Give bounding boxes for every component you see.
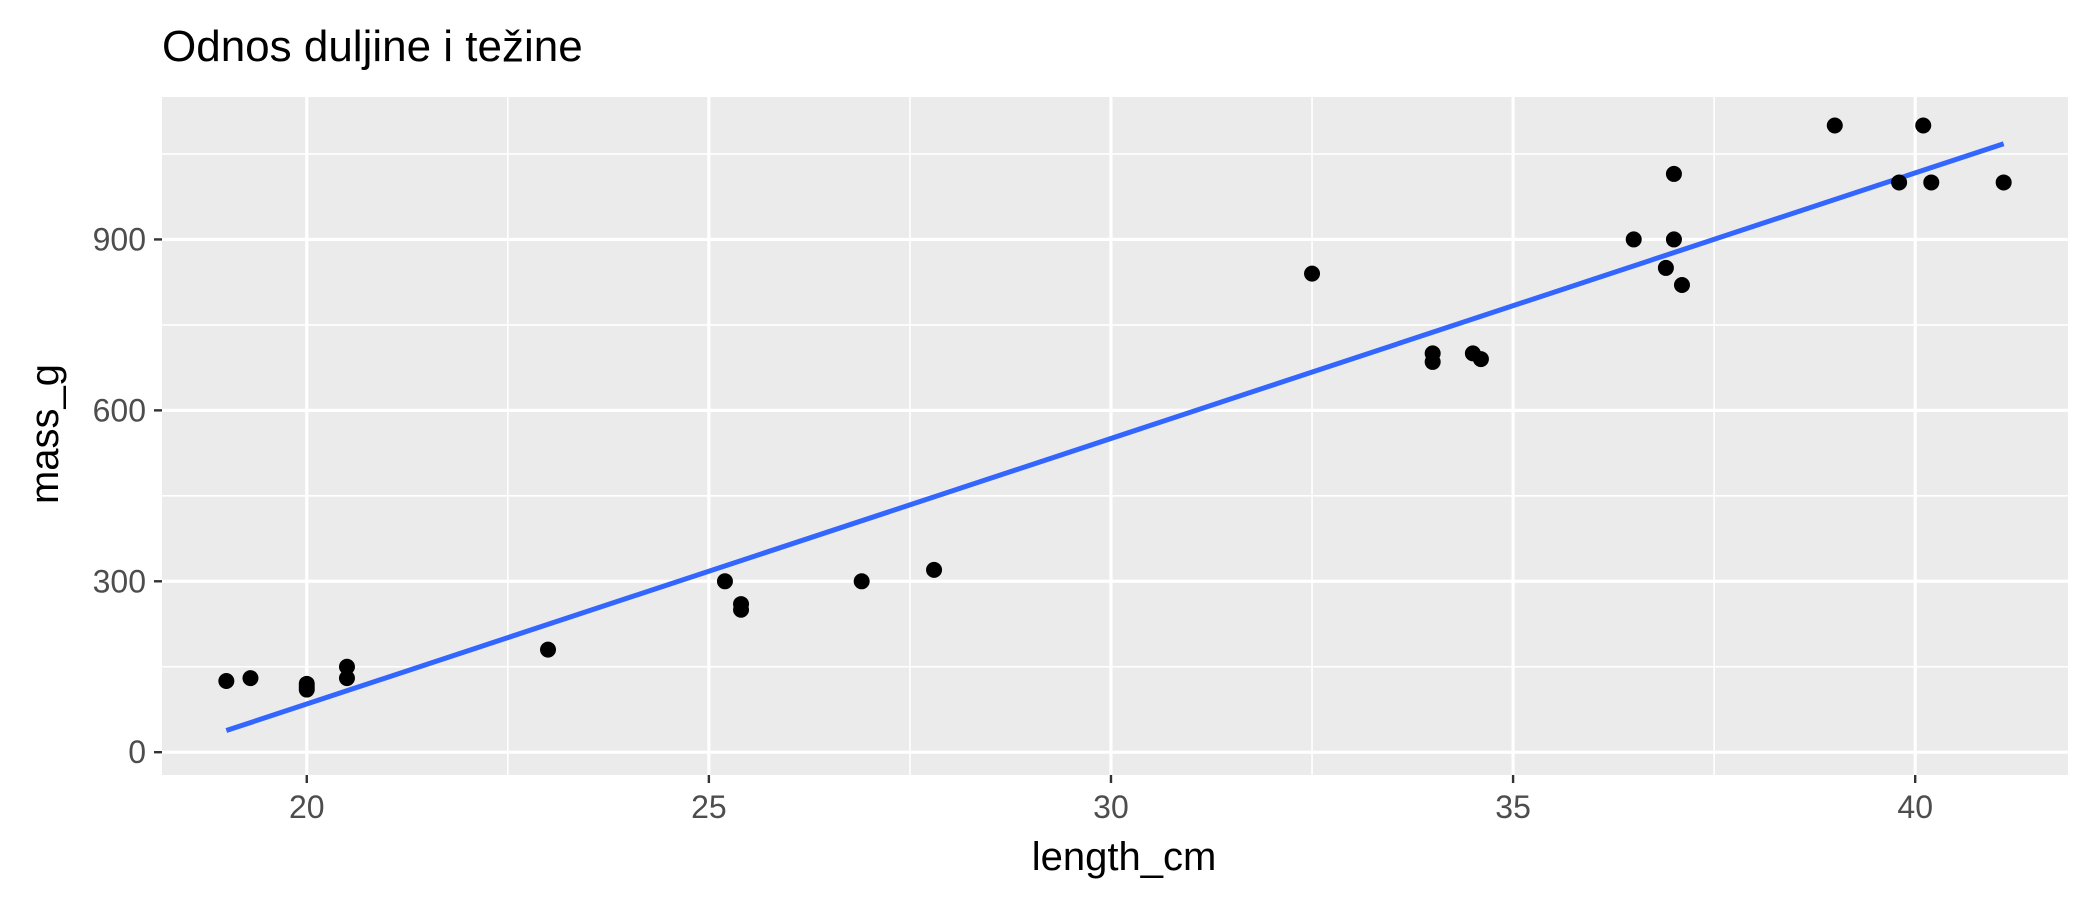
data-point xyxy=(1657,259,1674,276)
y-tick-label: 600 xyxy=(93,392,146,428)
data-point xyxy=(1665,165,1682,182)
data-point xyxy=(1673,277,1690,294)
y-tick-label: 0 xyxy=(128,734,146,770)
x-axis: 20 25 30 35 40 xyxy=(289,775,1933,825)
x-tick-label: 40 xyxy=(1897,789,1933,825)
chart-title: Odnos duljine i težine xyxy=(162,22,583,71)
regression-line xyxy=(225,141,2005,733)
data-point xyxy=(716,573,733,590)
regression-layer xyxy=(225,141,2005,733)
data-point xyxy=(1665,231,1682,248)
data-point xyxy=(338,670,355,687)
data-point xyxy=(733,596,750,613)
data-point xyxy=(1826,117,1843,134)
y-tick-label: 300 xyxy=(93,563,146,599)
data-point xyxy=(853,573,870,590)
data-point xyxy=(1915,117,1932,134)
points-layer xyxy=(218,117,2012,698)
data-point xyxy=(338,658,355,675)
data-point xyxy=(1424,345,1441,362)
data-point xyxy=(242,670,259,687)
data-point xyxy=(1891,174,1908,191)
data-point xyxy=(540,641,557,658)
data-point xyxy=(1923,174,1940,191)
y-axis-label: mass_g xyxy=(23,364,67,504)
y-axis: 0 300 600 900 xyxy=(93,221,162,770)
data-point xyxy=(218,672,235,689)
y-tick-label: 900 xyxy=(93,221,146,257)
data-point xyxy=(1472,351,1489,368)
x-tick-label: 30 xyxy=(1093,789,1129,825)
x-axis-label: length_cm xyxy=(1032,835,1217,879)
data-point xyxy=(1625,231,1642,248)
x-tick-label: 35 xyxy=(1495,789,1531,825)
data-point xyxy=(926,561,943,578)
data-point xyxy=(1304,265,1321,282)
minor-grid xyxy=(162,97,2068,775)
x-tick-label: 20 xyxy=(289,789,325,825)
x-tick-label: 25 xyxy=(691,789,727,825)
data-point xyxy=(298,675,315,692)
data-point xyxy=(1995,174,2012,191)
